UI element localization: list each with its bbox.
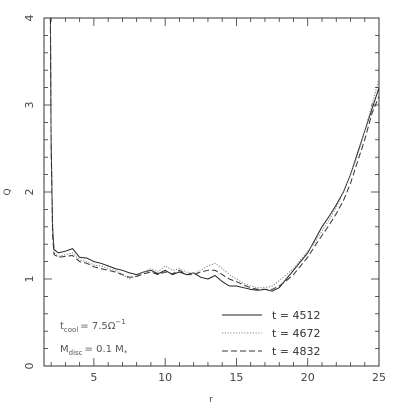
tcool-base: t xyxy=(60,321,64,332)
legend: t = 4512 t = 4672 t = 4832 xyxy=(222,309,321,358)
annotation-mdisc: Mdisc = 0.1 M* xyxy=(60,344,128,357)
annotation-tcool: tcool = 7.5Ω−1 xyxy=(60,318,126,334)
mdisc-sub2: * xyxy=(124,349,128,357)
x-tick-label: 10 xyxy=(158,371,172,384)
series-line-3 xyxy=(49,17,380,290)
y-tick-label: 4 xyxy=(23,15,36,22)
mdisc-sub: disc xyxy=(69,349,83,357)
series-layer xyxy=(49,17,380,292)
y-tick-label: 1 xyxy=(23,276,36,283)
x-tick-label: 15 xyxy=(229,371,243,384)
svg-text:Mdisc= 0.1 M*: Mdisc = 0.1 M* xyxy=(60,344,128,357)
x-tick-label: 25 xyxy=(372,371,386,384)
tcool-sub: cool xyxy=(64,326,78,334)
x-tick-label: 5 xyxy=(90,371,97,384)
tick-layer: 5 10 15 20 25 0 1 2 3 4 xyxy=(23,15,386,385)
svg-text:tcool= 7.5Ω−1: tcool = 7.5Ω−1 xyxy=(60,318,126,334)
y-tick-label: 0 xyxy=(23,363,36,370)
series-line-2 xyxy=(49,17,380,289)
legend-label-2: t = 4672 xyxy=(272,327,321,340)
mdisc-rest: = 0.1 M xyxy=(85,344,124,355)
y-axis-label: Q xyxy=(3,188,13,195)
tcool-rest: = 7.5Ω xyxy=(80,321,115,332)
tcool-sup: −1 xyxy=(115,318,125,326)
legend-label-1: t = 4512 xyxy=(272,309,321,322)
y-tick-label: 3 xyxy=(23,102,36,109)
series-line-1 xyxy=(49,17,380,292)
mdisc-base: M xyxy=(60,344,69,355)
x-tick-label: 20 xyxy=(301,371,315,384)
plot-frame xyxy=(43,17,380,367)
legend-label-3: t = 4832 xyxy=(272,345,321,358)
x-axis-label: r xyxy=(209,395,213,405)
y-tick-label: 2 xyxy=(23,189,36,196)
